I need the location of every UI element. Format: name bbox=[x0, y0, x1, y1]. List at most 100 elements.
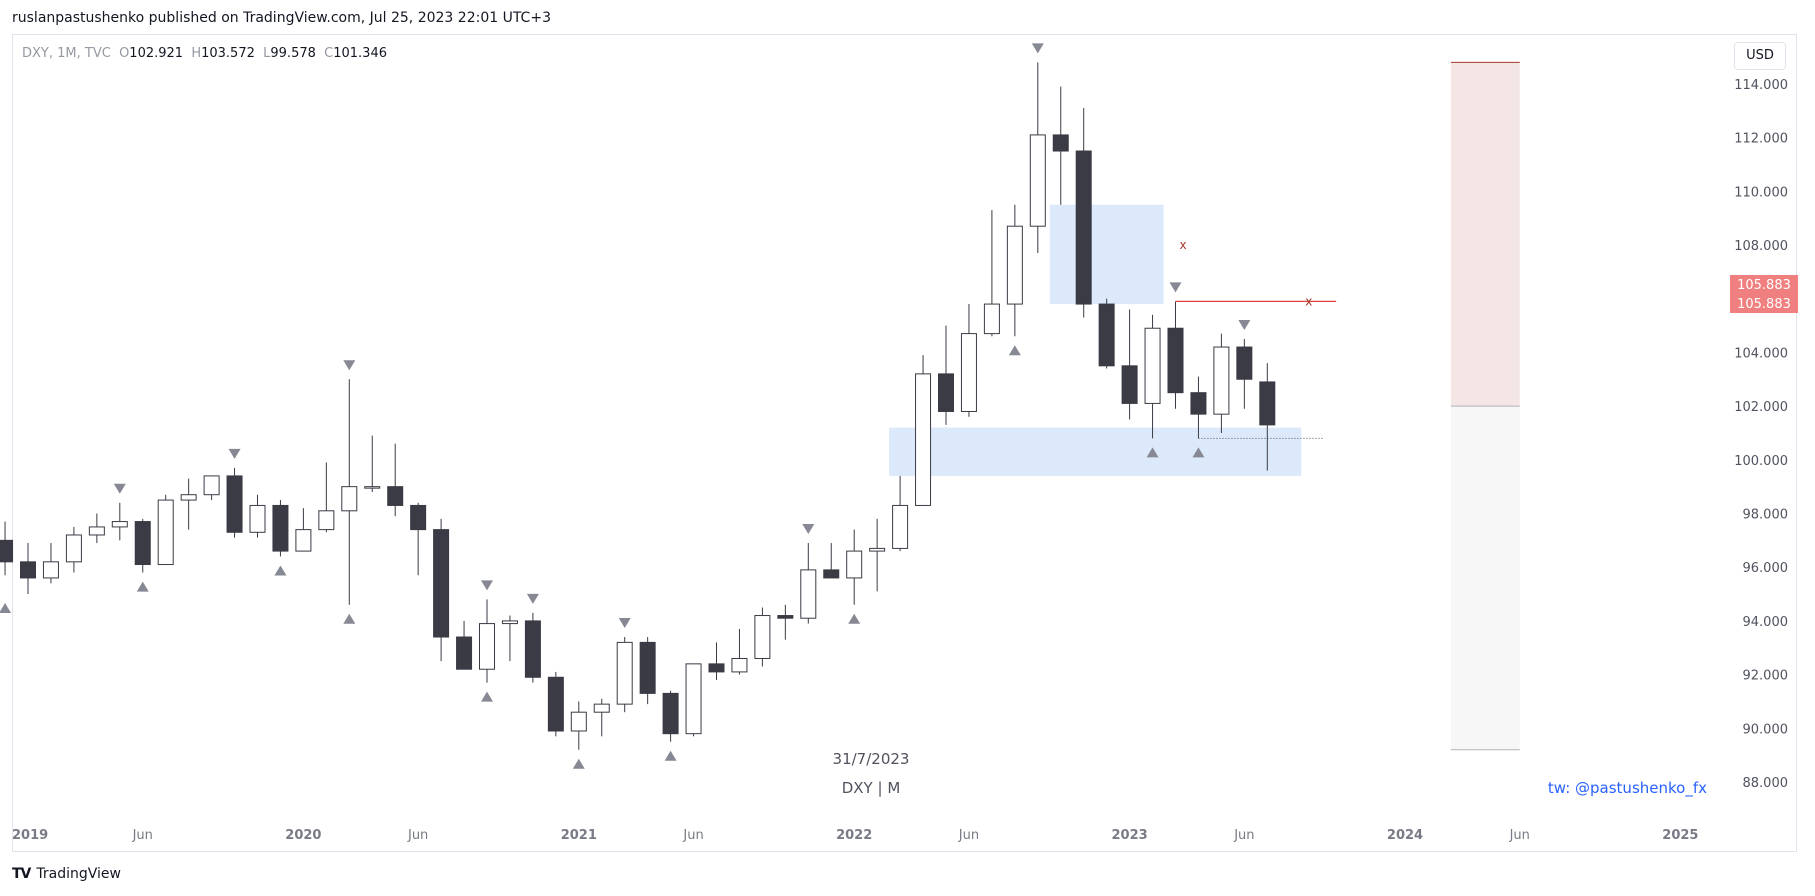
price-tick-label: 112.000 bbox=[1734, 132, 1788, 147]
candle-body bbox=[249, 504, 266, 533]
candle-body bbox=[800, 569, 817, 619]
candle-body bbox=[1144, 327, 1161, 404]
candle-body bbox=[662, 692, 679, 735]
candle-body bbox=[341, 486, 358, 512]
candle-body bbox=[1259, 381, 1276, 426]
x-mark: x bbox=[1180, 238, 1187, 252]
time-tick-label: 2025 bbox=[1662, 828, 1698, 843]
time-tick-label: 2022 bbox=[836, 828, 872, 843]
candle-body bbox=[42, 561, 59, 579]
candle-body bbox=[708, 663, 725, 673]
candle-body bbox=[547, 676, 564, 732]
high-key: H bbox=[191, 46, 202, 61]
candle-body bbox=[1098, 303, 1115, 367]
time-tick-label: 2024 bbox=[1387, 828, 1423, 843]
annotations-layer: xx bbox=[1175, 238, 1337, 439]
last-price-label: 105.883 bbox=[1737, 297, 1791, 312]
fractal-high-marker bbox=[481, 580, 493, 591]
candle-body bbox=[1167, 327, 1184, 394]
candle-body bbox=[134, 521, 151, 566]
candle-body bbox=[272, 504, 289, 552]
fractal-high-marker bbox=[618, 618, 631, 629]
price-tick-label: 94.000 bbox=[1743, 615, 1789, 630]
candle-body bbox=[1190, 392, 1207, 415]
currency-button[interactable]: USD bbox=[1734, 42, 1786, 70]
fractal-low-marker bbox=[136, 581, 149, 592]
candle-body bbox=[915, 373, 932, 506]
candle-body bbox=[685, 663, 702, 735]
low-key: L bbox=[263, 46, 271, 61]
time-tick-label: Jun bbox=[407, 828, 428, 843]
candle-body bbox=[960, 333, 977, 412]
candle-body bbox=[203, 475, 220, 496]
candle-body bbox=[387, 486, 404, 506]
chart-frame bbox=[12, 34, 1797, 852]
time-tick-label: 2019 bbox=[12, 828, 48, 843]
time-tick-label: Jun bbox=[1233, 828, 1254, 843]
candle-body bbox=[616, 641, 633, 705]
fractal-high-marker bbox=[1169, 282, 1182, 293]
price-tick-label: 88.000 bbox=[1743, 776, 1789, 791]
fractal-high-marker bbox=[802, 524, 815, 535]
candle-body bbox=[823, 569, 840, 579]
candle-body bbox=[524, 620, 541, 678]
candle-body bbox=[1075, 150, 1092, 305]
candle-body bbox=[777, 615, 794, 619]
demand-zone-0 bbox=[1049, 204, 1164, 305]
candle-body bbox=[295, 529, 312, 552]
author-handle[interactable]: tw: @pastushenko_fx bbox=[1548, 779, 1707, 798]
price-tick-label: 110.000 bbox=[1734, 185, 1788, 200]
candle-body bbox=[754, 615, 771, 659]
zones-layer bbox=[889, 61, 1520, 751]
fractal-low-marker bbox=[664, 750, 677, 761]
candle-body bbox=[111, 521, 128, 528]
candle-body bbox=[570, 711, 587, 732]
price-tick-label: 92.000 bbox=[1743, 669, 1789, 684]
price-tick-label: 96.000 bbox=[1743, 561, 1789, 576]
candle-body bbox=[593, 703, 610, 713]
time-tick-label: 2023 bbox=[1112, 828, 1148, 843]
open-key: O bbox=[119, 46, 130, 61]
candle-body bbox=[1213, 346, 1230, 415]
candle-body bbox=[869, 547, 886, 552]
symbol-label[interactable]: DXY, 1M, TVC bbox=[22, 46, 111, 61]
candles-layer bbox=[0, 62, 1276, 750]
candle-body bbox=[479, 623, 495, 670]
demand-zone-1 bbox=[889, 427, 1302, 476]
publisher-header: ruslanpastushenko published on TradingVi… bbox=[12, 10, 551, 26]
candle-body bbox=[1236, 346, 1253, 380]
tradingview-logo-icon: TV bbox=[12, 866, 31, 882]
fractal-low-marker bbox=[1146, 447, 1159, 458]
candle-body bbox=[433, 529, 450, 638]
price-tick-label: 102.000 bbox=[1734, 400, 1788, 415]
fractal-high-marker bbox=[113, 483, 126, 494]
candle-body bbox=[410, 504, 427, 531]
price-tick-label: 100.000 bbox=[1734, 454, 1788, 469]
last-price-badge bbox=[1730, 294, 1798, 313]
candle-body bbox=[938, 373, 954, 412]
candle-body bbox=[501, 620, 518, 625]
candle-body bbox=[846, 550, 863, 579]
brand-name: TradingView bbox=[36, 866, 121, 882]
fractal-low-marker bbox=[1192, 447, 1205, 458]
fractal-low-marker bbox=[343, 613, 356, 624]
candle-body bbox=[364, 486, 381, 489]
time-tick-label: 2020 bbox=[285, 828, 321, 843]
fractal-low-marker bbox=[481, 691, 493, 702]
candle-body bbox=[157, 499, 174, 566]
tradingview-brand[interactable]: TV TradingView bbox=[12, 866, 121, 882]
price-tick-label: 98.000 bbox=[1743, 508, 1789, 523]
candle-body bbox=[639, 641, 656, 694]
time-tick-label: 2021 bbox=[561, 828, 597, 843]
target-zone-upper bbox=[1450, 62, 1520, 407]
fractal-high-marker bbox=[343, 360, 356, 371]
fractal-low-marker bbox=[1008, 345, 1021, 356]
high-value: 103.572 bbox=[201, 46, 255, 61]
target-zone-lower bbox=[1450, 406, 1520, 750]
candle-body bbox=[180, 494, 197, 501]
last-price-label: 105.883 bbox=[1737, 278, 1791, 293]
candle-body bbox=[1121, 365, 1138, 404]
fractal-high-marker bbox=[228, 448, 241, 459]
candle-body bbox=[1029, 134, 1046, 227]
